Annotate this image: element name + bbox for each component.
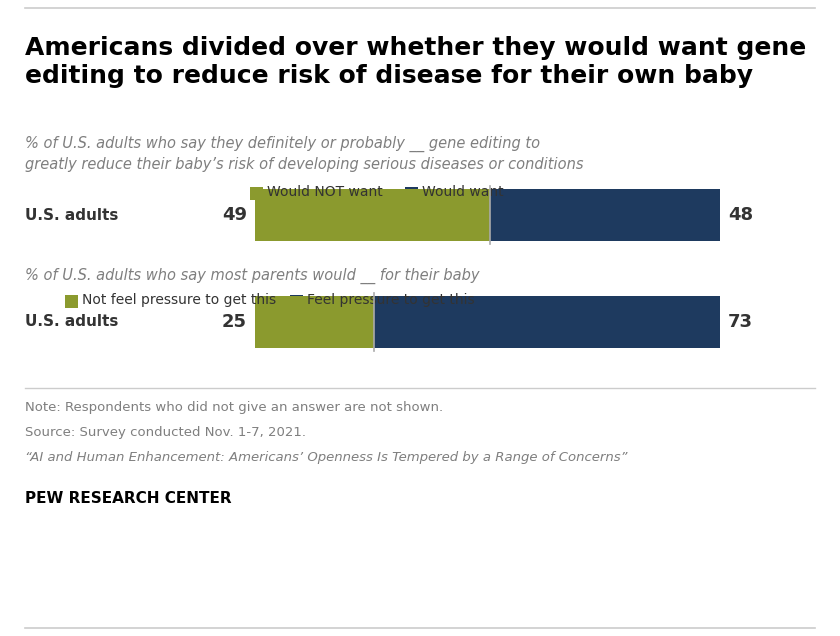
- Bar: [250, 187, 263, 200]
- Text: Would NOT want: Would NOT want: [267, 185, 383, 199]
- Text: Americans divided over whether they would want gene
editing to reduce risk of di: Americans divided over whether they woul…: [25, 36, 806, 88]
- Text: Feel pressure to get this: Feel pressure to get this: [307, 293, 475, 307]
- Text: 49: 49: [222, 206, 247, 224]
- Text: “AI and Human Enhancement: Americans’ Openness Is Tempered by a Range of Concern: “AI and Human Enhancement: Americans’ Op…: [25, 451, 627, 464]
- Bar: [255, 296, 374, 348]
- Text: U.S. adults: U.S. adults: [25, 207, 118, 223]
- Text: % of U.S. adults who say most parents would __ for their baby: % of U.S. adults who say most parents wo…: [25, 268, 480, 284]
- Text: 73: 73: [728, 313, 753, 331]
- Text: Would want: Would want: [422, 185, 504, 199]
- Bar: [65, 295, 78, 308]
- Text: 48: 48: [728, 206, 753, 224]
- Text: Not feel pressure to get this: Not feel pressure to get this: [82, 293, 276, 307]
- Bar: [255, 189, 490, 241]
- Bar: [405, 187, 418, 200]
- Bar: [490, 189, 720, 241]
- Text: Source: Survey conducted Nov. 1-7, 2021.: Source: Survey conducted Nov. 1-7, 2021.: [25, 426, 306, 439]
- Text: 25: 25: [222, 313, 247, 331]
- Text: % of U.S. adults who say they definitely or probably __ gene editing to
greatly : % of U.S. adults who say they definitely…: [25, 136, 584, 172]
- Text: PEW RESEARCH CENTER: PEW RESEARCH CENTER: [25, 491, 232, 506]
- Bar: [374, 296, 720, 348]
- Text: Note: Respondents who did not give an answer are not shown.: Note: Respondents who did not give an an…: [25, 401, 444, 414]
- Text: U.S. adults: U.S. adults: [25, 314, 118, 329]
- Bar: [290, 295, 303, 308]
